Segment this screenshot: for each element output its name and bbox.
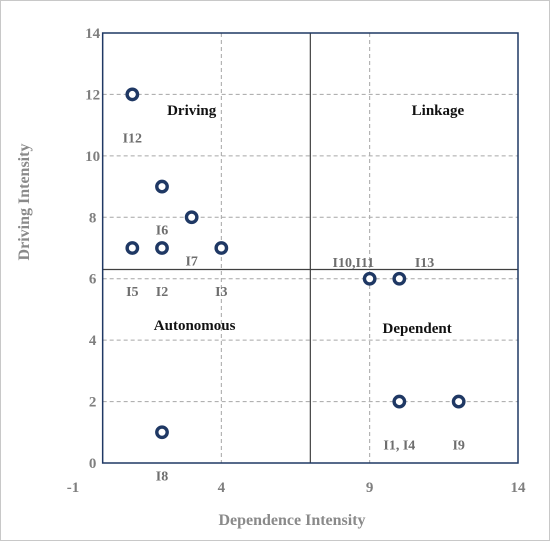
y-tick-labels: 0 2 4 6 8 10 12 14 <box>85 26 101 472</box>
quadrant-label-dependent: Dependent <box>383 321 452 337</box>
data-point <box>184 210 199 225</box>
data-point <box>155 179 169 194</box>
x-axis-title: Dependence Intensity <box>218 512 365 529</box>
point-label: I7 <box>185 254 197 269</box>
point-labels: I12 I6 I7 I5 I2 I3 I10,I11 I13 I1, I4 I9 I8 <box>123 131 465 484</box>
x-tick-label: 9 <box>366 480 374 496</box>
y-axis-title: Driving Intensity <box>16 144 33 261</box>
quadrant-label-autonomous: Autonomous <box>154 318 236 334</box>
data-point <box>362 271 377 286</box>
y-tick-label: 4 <box>89 333 97 349</box>
data-point <box>155 241 169 255</box>
point-label: I5 <box>126 285 138 300</box>
y-tick-label: 12 <box>85 87 100 103</box>
point-label: I12 <box>123 131 142 146</box>
x-tick-label: 14 <box>511 480 527 496</box>
point-label: I3 <box>215 285 227 300</box>
y-tick-label: 10 <box>85 149 100 165</box>
quadrant-labels: Driving Linkage Autonomous Dependent <box>154 103 465 337</box>
data-point <box>125 241 140 255</box>
point-label: I10,I11 <box>333 256 375 271</box>
y-tick-label: 8 <box>89 210 97 226</box>
grid-lines <box>102 33 518 463</box>
data-point <box>155 425 169 440</box>
point-label: I9 <box>452 439 464 454</box>
y-tick-label: 0 <box>89 456 97 472</box>
x-tick-label: -1 <box>67 480 80 496</box>
data-point <box>392 271 407 286</box>
y-tick-label: 2 <box>89 395 97 411</box>
point-label: I8 <box>156 469 168 484</box>
point-label: I6 <box>156 224 168 239</box>
plot-border <box>101 32 519 464</box>
data-point <box>392 394 407 409</box>
point-label: I1, I4 <box>383 439 415 454</box>
quadrant-dividers <box>102 33 518 463</box>
data-point <box>451 394 466 409</box>
y-tick-label: 14 <box>85 26 101 42</box>
quadrant-label-linkage: Linkage <box>412 103 465 119</box>
data-point <box>125 87 140 102</box>
x-tick-labels: -1 4 9 14 <box>67 480 526 496</box>
x-tick-label: 4 <box>218 480 226 496</box>
point-label: I13 <box>415 256 434 271</box>
y-tick-label: 6 <box>89 272 97 288</box>
point-label: I2 <box>156 285 168 300</box>
data-points <box>125 87 466 440</box>
data-point <box>214 241 229 255</box>
quadrant-label-driving: Driving <box>167 103 217 119</box>
